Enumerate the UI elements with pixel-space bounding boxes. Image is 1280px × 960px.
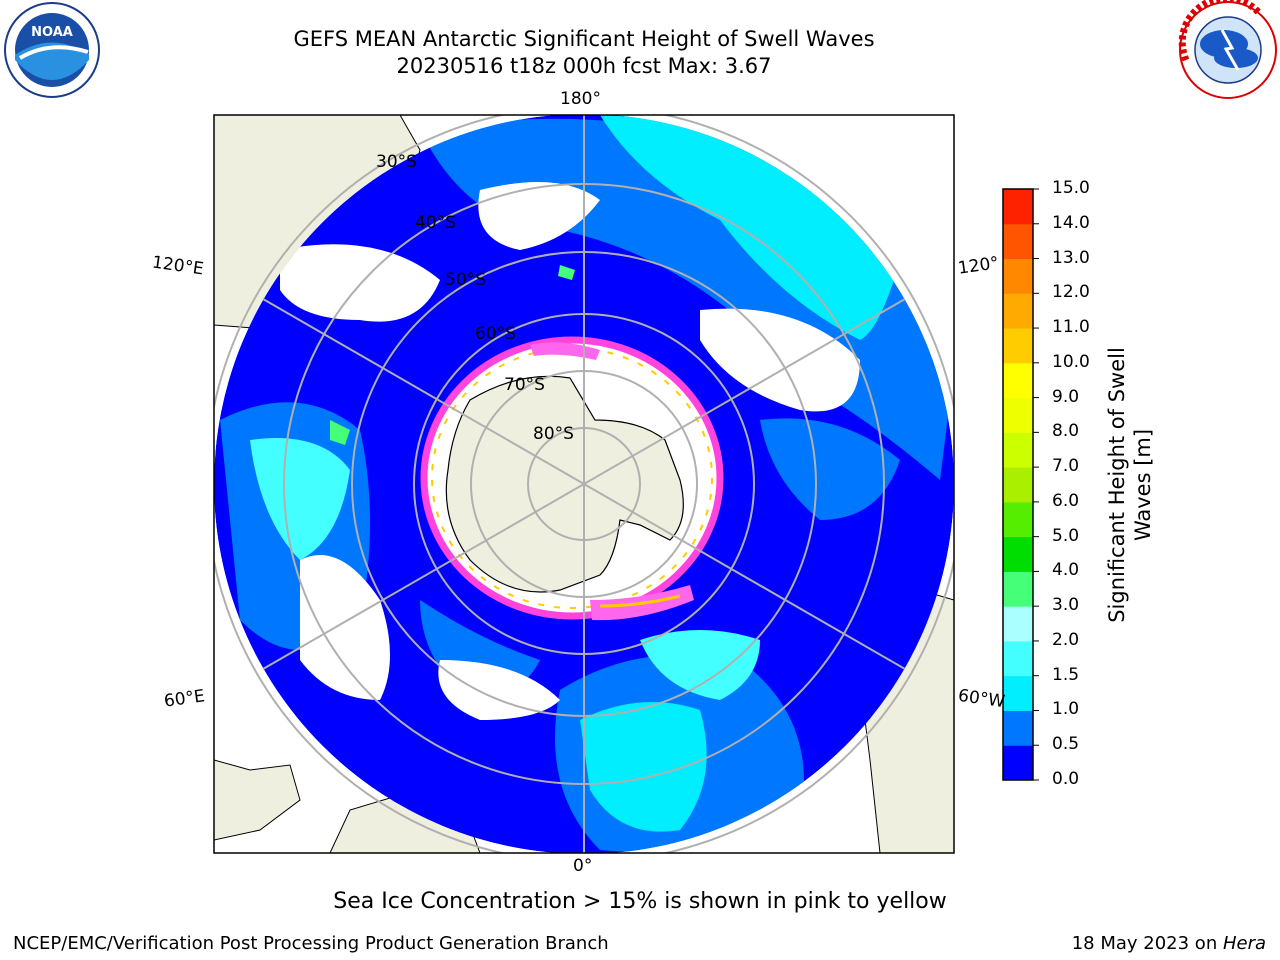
colorbar-segment [1003, 640, 1033, 677]
colorbar-segment [1003, 571, 1033, 607]
lat-label-50s: 50°S [445, 270, 486, 290]
colorbar-label-line1: Significant Height of Swell [1105, 347, 1129, 623]
colorbar-tick-label: 0.5 [1052, 734, 1080, 755]
footer-date-text: 18 May 2023 on [1071, 933, 1223, 954]
colorbar-tick-label: 8.0 [1052, 421, 1080, 442]
figure-subtitle: 20230516 t18z 000h fcst Max: 3.67 [396, 54, 772, 78]
sea-ice-caption: Sea Ice Concentration > 15% is shown in … [333, 889, 947, 914]
colorbar-tick-label: 2.0 [1052, 629, 1080, 650]
colorbar-tick-label: 10.0 [1052, 351, 1090, 372]
colorbar-tick-label: 4.0 [1052, 560, 1080, 581]
colorbar-tick-label: 0.0 [1052, 769, 1080, 789]
colorbar-frame [1002, 188, 1034, 781]
footer-machine: Hera [1222, 933, 1266, 954]
colorbar-segment [1003, 432, 1033, 468]
colorbar-tick-label: 13.0 [1052, 247, 1090, 268]
colorbar [1002, 188, 1039, 781]
lon-label-0: 0° [573, 856, 593, 876]
colorbar-segment [1003, 675, 1033, 711]
colorbar-segment [1003, 258, 1033, 294]
colorbar-segment [1003, 328, 1033, 364]
colorbar-tick-label: 15.0 [1052, 178, 1090, 198]
colorbar-tick-label: 11.0 [1052, 317, 1090, 338]
lon-label-180: 180° [560, 89, 601, 109]
colorbar-segment [1003, 293, 1033, 329]
colorbar-tick-label: 1.0 [1052, 699, 1080, 720]
lat-label-60s: 60°S [475, 324, 516, 344]
plot-frame [213, 114, 955, 854]
colorbar-tick-label: 6.0 [1052, 490, 1080, 511]
colorbar-segment [1003, 362, 1033, 399]
colorbar-segment [1003, 606, 1033, 642]
colorbar-segment [1003, 745, 1033, 781]
lat-label-80s: 80°S [533, 424, 574, 444]
lat-label-40s: 40°S [415, 213, 456, 233]
graticule [214, 115, 954, 853]
figure-title: GEFS MEAN Antarctic Significant Height o… [293, 27, 875, 51]
colorbar-segment [1003, 501, 1033, 538]
lat-label-30s: 30°S [376, 152, 417, 172]
colorbar-segment [1003, 397, 1033, 433]
colorbar-segment [1003, 536, 1033, 572]
colorbar-segment [1003, 467, 1033, 503]
colorbar-segment [1003, 223, 1033, 260]
colorbar-tick-label: 12.0 [1052, 282, 1090, 303]
colorbar-tick-label: 9.0 [1052, 386, 1080, 407]
footer-credit: NCEP/EMC/Verification Post Processing Pr… [13, 933, 609, 954]
colorbar-tick-label: 3.0 [1052, 595, 1080, 616]
colorbar-tick-label: 7.0 [1052, 456, 1080, 477]
colorbar-tick-label: 5.0 [1052, 525, 1080, 546]
colorbar-label-line2: Waves [m] [1131, 428, 1155, 542]
svg-text:NOAA: NOAA [31, 25, 73, 40]
colorbar-segment [1003, 189, 1033, 225]
colorbar-tick-label: 14.0 [1052, 212, 1090, 233]
colorbar-tick-label: 1.5 [1052, 664, 1080, 685]
footer-date: 18 May 2023 on Hera [1072, 933, 1266, 954]
lat-label-70s: 70°S [504, 375, 545, 395]
noaa-logo: NOAA [4, 2, 100, 98]
nws-logo [1178, 0, 1277, 99]
colorbar-segment [1003, 710, 1033, 746]
